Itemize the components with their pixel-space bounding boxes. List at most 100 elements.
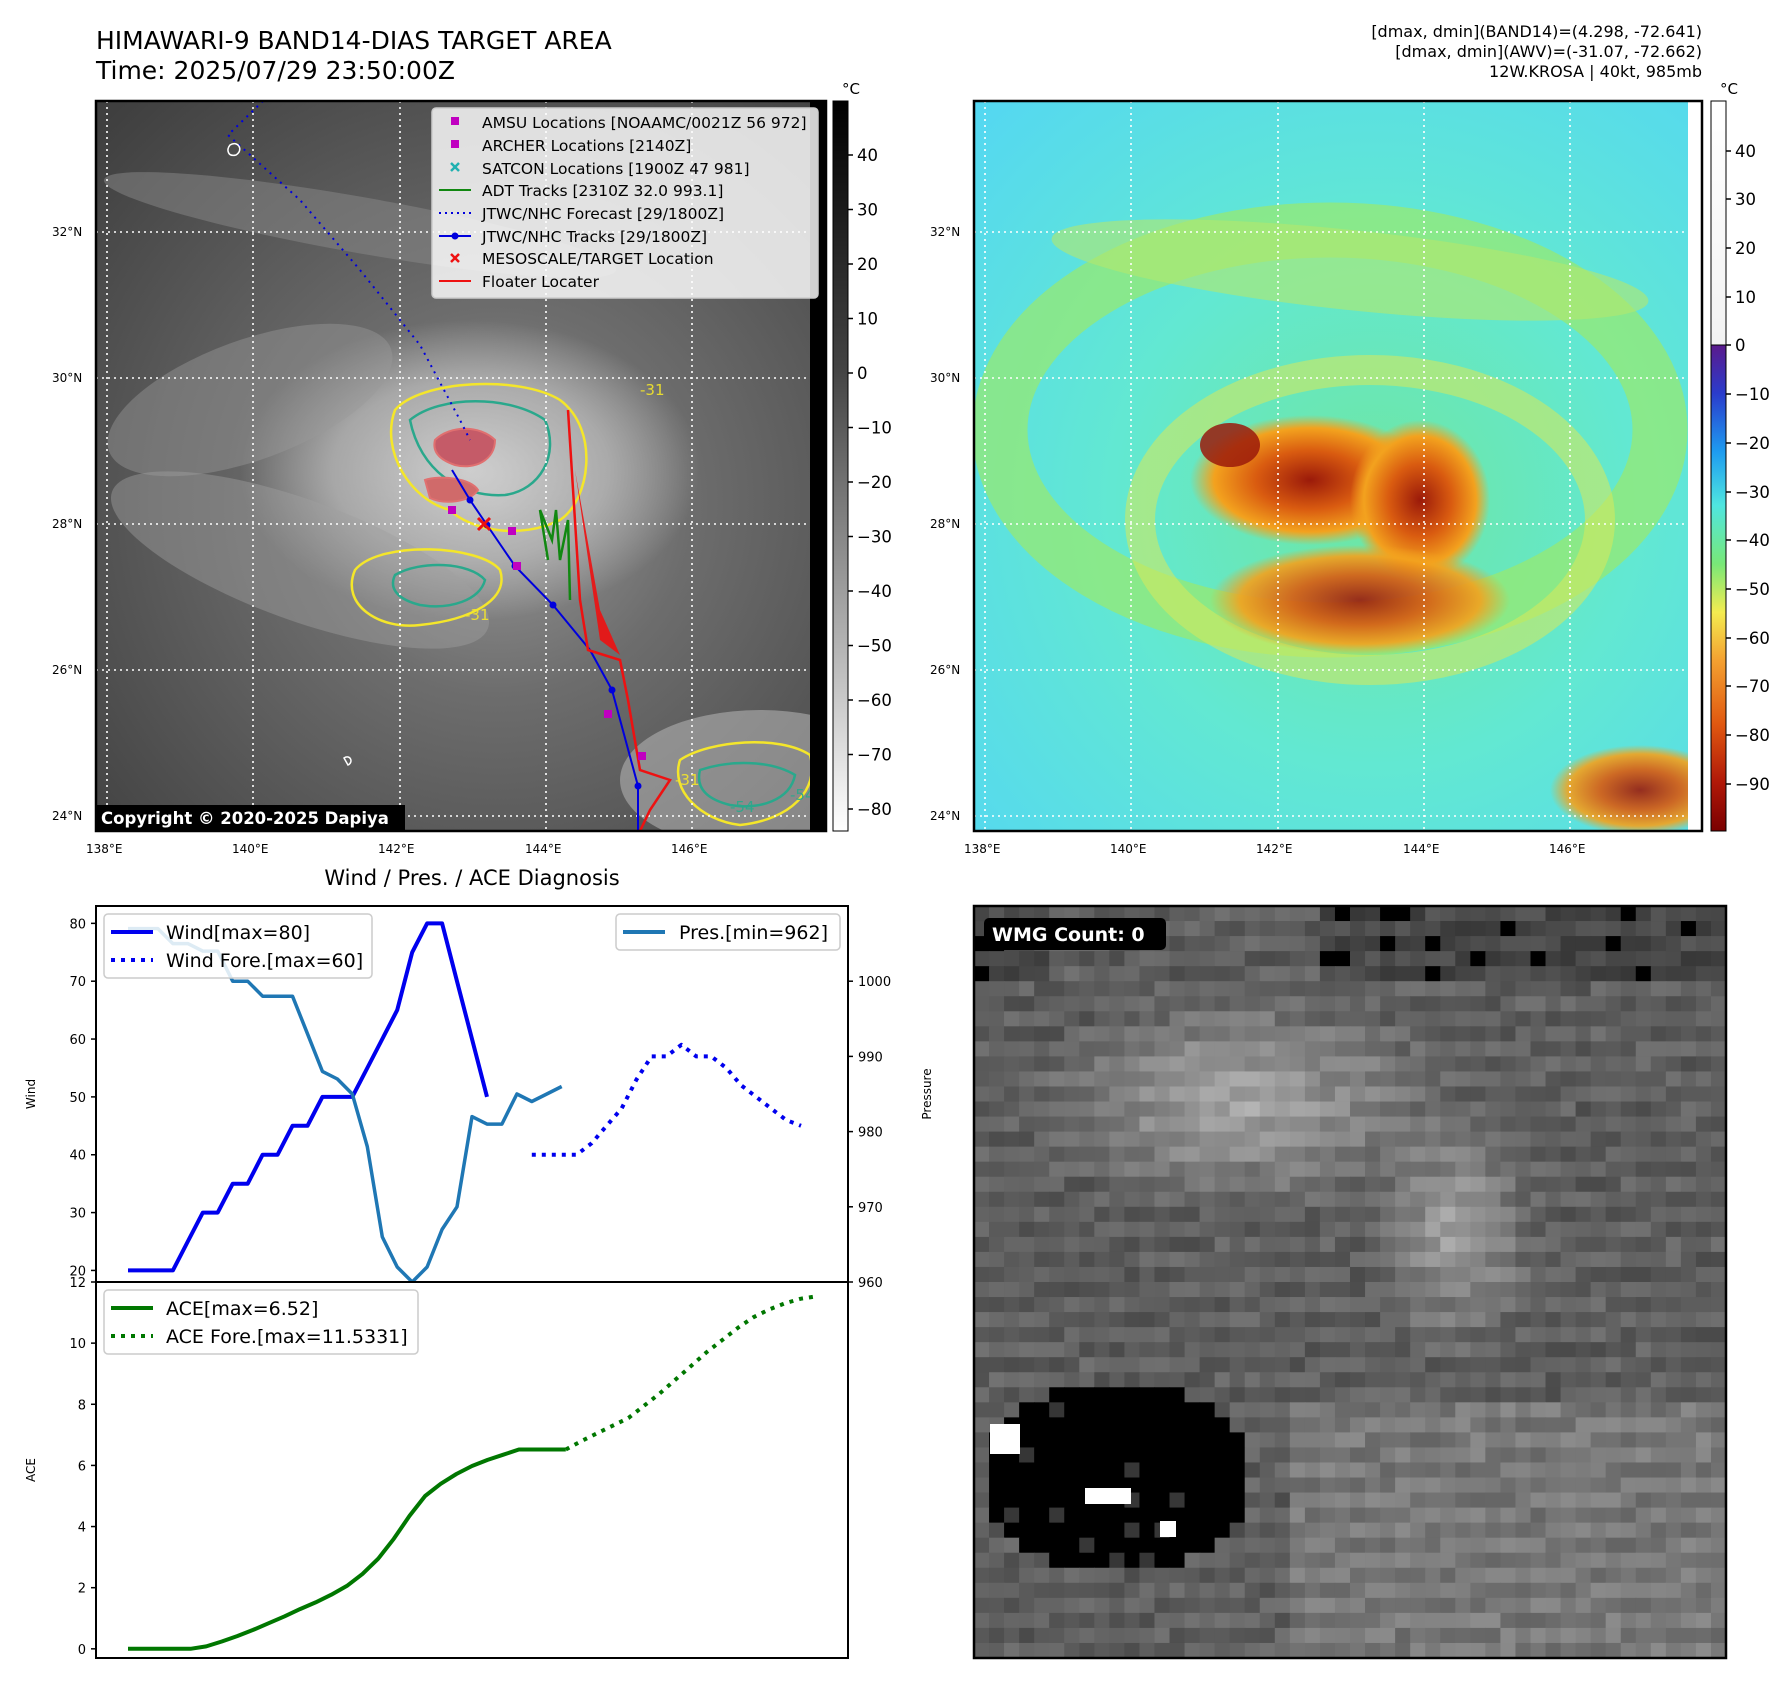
wind-tick-label: 30: [69, 1207, 86, 1222]
ir-colorbar-tick: 0: [857, 364, 868, 383]
lon-label: 146°E: [671, 842, 708, 856]
wind-tick-label: 70: [69, 975, 86, 990]
awv-gridlines: [974, 101, 1702, 831]
awv-map: 32°N 30°N 28°N 26°N 24°N 138°E 140°E 142…: [930, 80, 1770, 856]
pressure-tick-label: 970: [858, 1201, 883, 1216]
diagnosis-title: Wind / Pres. / ACE Diagnosis: [324, 866, 619, 890]
ir-cloud-shield: [240, 320, 700, 620]
awv-range: [dmax, dmin](AWV)=(-31.07, -72.662): [1395, 42, 1702, 61]
ir-colorbar-unit: °C: [842, 80, 860, 98]
legend-adt: ADT Tracks [2310Z 32.0 993.1]: [482, 182, 723, 200]
ace-tick-label: 12: [69, 1276, 86, 1291]
awv-colorbar: °C 40 30 20 10 0 −10 −20 −30 −40 −50 −60 −70 −80 −90: [1710, 80, 1770, 832]
wmg-count-box: [984, 918, 1166, 950]
ir-colorbar-tick: −10: [857, 419, 892, 438]
contour-red-core: [433, 427, 497, 468]
contour-label: -31: [640, 381, 665, 399]
wind-tick-label: 80: [69, 917, 86, 932]
ir-colorbar-tick: −70: [857, 746, 892, 765]
awv-nodata-edge: [1688, 101, 1702, 831]
lat-label: 24°N: [930, 809, 960, 823]
ace-tick-label: 2: [78, 1582, 86, 1597]
copyright-box: [96, 805, 405, 831]
wmg-panel: WMG Count: 0: [972, 904, 1728, 1660]
lon-label: 140°E: [232, 842, 269, 856]
ir-map-frame: [94, 99, 828, 833]
ir-colorbar: °C 40 30 20 10 0 −10 −20 −30 −40 −50 −60 −70 −80: [832, 80, 892, 832]
awv-colorbar-tick: −20: [1735, 434, 1770, 453]
awv-colorbar-tick: 10: [1735, 288, 1756, 307]
series-ace: [128, 1447, 566, 1651]
wind-legend: Wind[max=80] Wind Fore.[max=60]: [103, 913, 373, 979]
wmg-frame: [972, 904, 1728, 1660]
awv-colorbar-tick: 40: [1735, 142, 1756, 161]
awv-colorbar-tick: 0: [1735, 336, 1746, 355]
contour-label: -31: [675, 771, 700, 789]
wind-tick-label: 60: [69, 1033, 86, 1048]
legend-ace-forecast: ACE Fore.[max=11.5331]: [166, 1326, 408, 1348]
archer-marker: [448, 506, 456, 514]
ace-tick-label: 10: [69, 1337, 86, 1352]
amsu-marker: [604, 710, 612, 718]
storm-id: 12W.KROSA | 40kt, 985mb: [1489, 62, 1702, 81]
band14-range: [dmax, dmin](BAND14)=(4.298, -72.641): [1371, 22, 1702, 41]
contour-yellow-core: [389, 382, 588, 533]
figure-time: Time: 2025/07/29 23:50:00Z: [96, 56, 455, 85]
awv-colorbar-tick: −70: [1735, 677, 1770, 696]
ir-colorbar-tick: 20: [857, 255, 878, 274]
figure-title-block: HIMAWARI-9 BAND14-DIAS TARGET AREA Time:…: [96, 26, 612, 86]
pressure-tick-label: 990: [858, 1050, 883, 1065]
awv-map-frame: [972, 99, 1704, 833]
awv-colorbar-tick: −80: [1735, 726, 1770, 745]
ir-map: -31 -31 -31 -54 -54 AMSU Locations [NOAA…: [52, 80, 892, 856]
lat-label: 30°N: [52, 371, 82, 385]
lat-label: 28°N: [930, 517, 960, 531]
lon-label: 138°E: [964, 842, 1001, 856]
lat-label: 32°N: [52, 225, 82, 239]
legend-forecast: JTWC/NHC Forecast [29/1800Z]: [481, 205, 724, 223]
pressure-tick-label: 1000: [858, 975, 891, 990]
ir-colorbar-tick: −60: [857, 691, 892, 710]
series-wind: [128, 921, 489, 1273]
lat-label: 26°N: [52, 663, 82, 677]
legend-satcon: SATCON Locations [1900Z 47 981]: [482, 160, 750, 178]
lon-label: 146°E: [1549, 842, 1586, 856]
ir-colorbar-tick: 40: [857, 146, 878, 165]
lat-label: 24°N: [52, 809, 82, 823]
ace-tick-label: 0: [78, 1643, 86, 1658]
legend-archer: ARCHER Locations [2140Z]: [482, 137, 691, 155]
awv-colorbar-tick: −90: [1735, 775, 1770, 794]
awv-colorbar-tick: 30: [1735, 190, 1756, 209]
lon-label: 138°E: [86, 842, 123, 856]
ir-legend: AMSU Locations [NOAAMC/0021Z 56 972] ARC…: [431, 107, 819, 299]
lat-label: 28°N: [52, 517, 82, 531]
awv-colorbar-tick: −30: [1735, 483, 1770, 502]
contour-label: -54: [730, 798, 755, 816]
ir-colorbar-tick: −30: [857, 528, 892, 547]
lon-label: 142°E: [1256, 842, 1293, 856]
wind-pressure-chart: Wind Pressure 20 30 40 50 60 70 80 960 970 980 99…: [24, 905, 934, 1291]
lat-label: 30°N: [930, 371, 960, 385]
pressure-axis-label: Pressure: [920, 1068, 934, 1119]
legend-amsu: AMSU Locations [NOAAMC/0021Z 56 972]: [482, 114, 807, 132]
wind-tick-label: 40: [69, 1149, 86, 1164]
legend-ace: ACE[max=6.52]: [166, 1298, 318, 1320]
awv-colorbar-unit: °C: [1720, 80, 1738, 98]
ace-tick-label: 4: [78, 1521, 86, 1536]
wind-tick-label: 50: [69, 1091, 86, 1106]
pressure-tick-label: 960: [858, 1276, 883, 1291]
ir-colorbar-tick: −20: [857, 473, 892, 492]
legend-pressure: Pres.[min=962]: [679, 922, 828, 944]
copyright-label: Copyright © 2020-2025 Dapiya: [101, 809, 389, 828]
legend-target: MESOSCALE/TARGET Location: [482, 250, 714, 268]
figure-title: HIMAWARI-9 BAND14-DIAS TARGET AREA: [96, 26, 612, 55]
lon-label: 142°E: [378, 842, 415, 856]
awv-colorbar-tick: −10: [1735, 385, 1770, 404]
ace-axis-label: ACE: [24, 1458, 38, 1482]
legend-wind-forecast: Wind Fore.[max=60]: [166, 950, 363, 972]
pressure-tick-label: 980: [858, 1126, 883, 1141]
lon-label: 144°E: [525, 842, 562, 856]
ir-colorbar-tick: −80: [857, 800, 892, 819]
lon-label: 144°E: [1403, 842, 1440, 856]
